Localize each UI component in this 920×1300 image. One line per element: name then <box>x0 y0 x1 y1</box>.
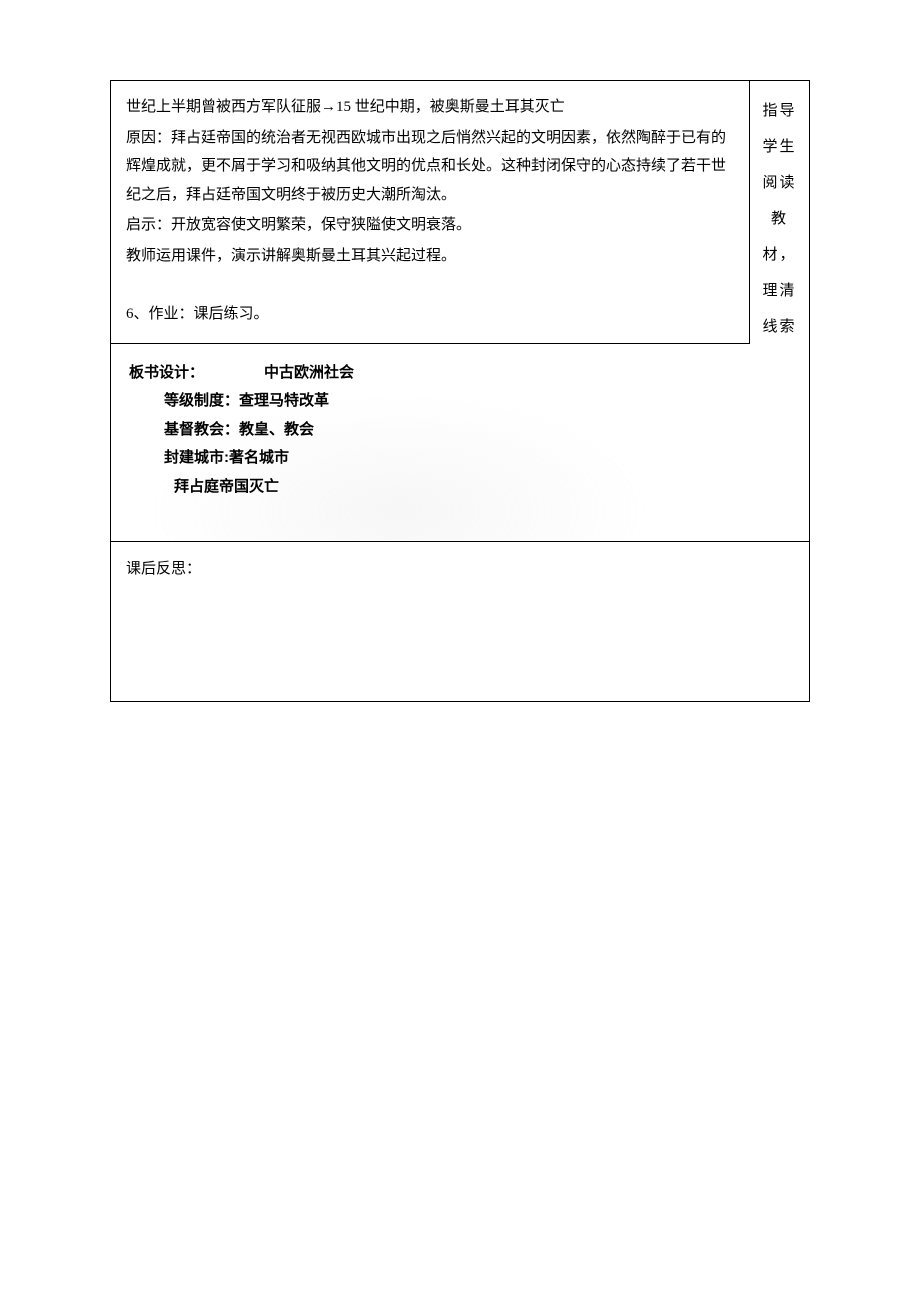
board-item-3: 封建城市:著名城市 <box>129 444 732 473</box>
teacher-note: 教师运用课件，演示讲解奥斯曼土耳其兴起过程。 <box>126 242 734 271</box>
history-line: 世纪上半期曾被西方军队征服→15 世纪中期，被奥斯曼土耳其灭亡 <box>126 93 734 122</box>
board-title: 中古欧洲社会 <box>264 359 354 388</box>
sidebar-text: 指导学生阅读教材，理清线索 <box>758 93 801 345</box>
board-design-cell: 板书设计： 中古欧洲社会 等级制度：查理马特改革 基督教会：教皇、教会 封建城市… <box>111 343 750 542</box>
board-title-label: 板书设计： <box>129 359 204 388</box>
reason-text: 拜占廷帝国的统治者无视西欧城市出现之后悄然兴起的文明因素，依然陶醉于已有的辉煌成… <box>126 130 726 203</box>
main-content-cell: 世纪上半期曾被西方军队征服→15 世纪中期，被奥斯曼土耳其灭亡 原因：拜占廷帝国… <box>111 81 750 344</box>
insight-paragraph: 启示：开放宽容使文明繁荣，保守狭隘使文明衰落。 <box>126 211 734 240</box>
homework: 6、作业：课后练习。 <box>126 300 734 329</box>
reflection-row: 课后反思： <box>111 542 810 702</box>
board-item-4: 拜占庭帝国灭亡 <box>129 473 732 502</box>
insight-text: 开放宽容使文明繁荣，保守狭隘使文明衰落。 <box>171 217 471 233</box>
board-item-1: 等级制度：查理马特改革 <box>129 387 732 416</box>
reason-label: 原因： <box>126 130 171 146</box>
document-table: 世纪上半期曾被西方军队征服→15 世纪中期，被奥斯曼土耳其灭亡 原因：拜占廷帝国… <box>110 80 810 702</box>
sidebar-cell: 指导学生阅读教材，理清线索 <box>750 81 810 542</box>
board-title-line: 板书设计： 中古欧洲社会 <box>129 359 732 388</box>
insight-label: 启示： <box>126 217 171 233</box>
content-row-2: 板书设计： 中古欧洲社会 等级制度：查理马特改革 基督教会：教皇、教会 封建城市… <box>111 343 810 542</box>
reflection-label: 课后反思： <box>126 557 794 578</box>
reflection-cell: 课后反思： <box>111 542 810 702</box>
reason-paragraph: 原因：拜占廷帝国的统治者无视西欧城市出现之后悄然兴起的文明因素，依然陶醉于已有的… <box>126 124 734 210</box>
board-item-2: 基督教会：教皇、教会 <box>129 416 732 445</box>
content-row-1: 世纪上半期曾被西方军队征服→15 世纪中期，被奥斯曼土耳其灭亡 原因：拜占廷帝国… <box>111 81 810 344</box>
